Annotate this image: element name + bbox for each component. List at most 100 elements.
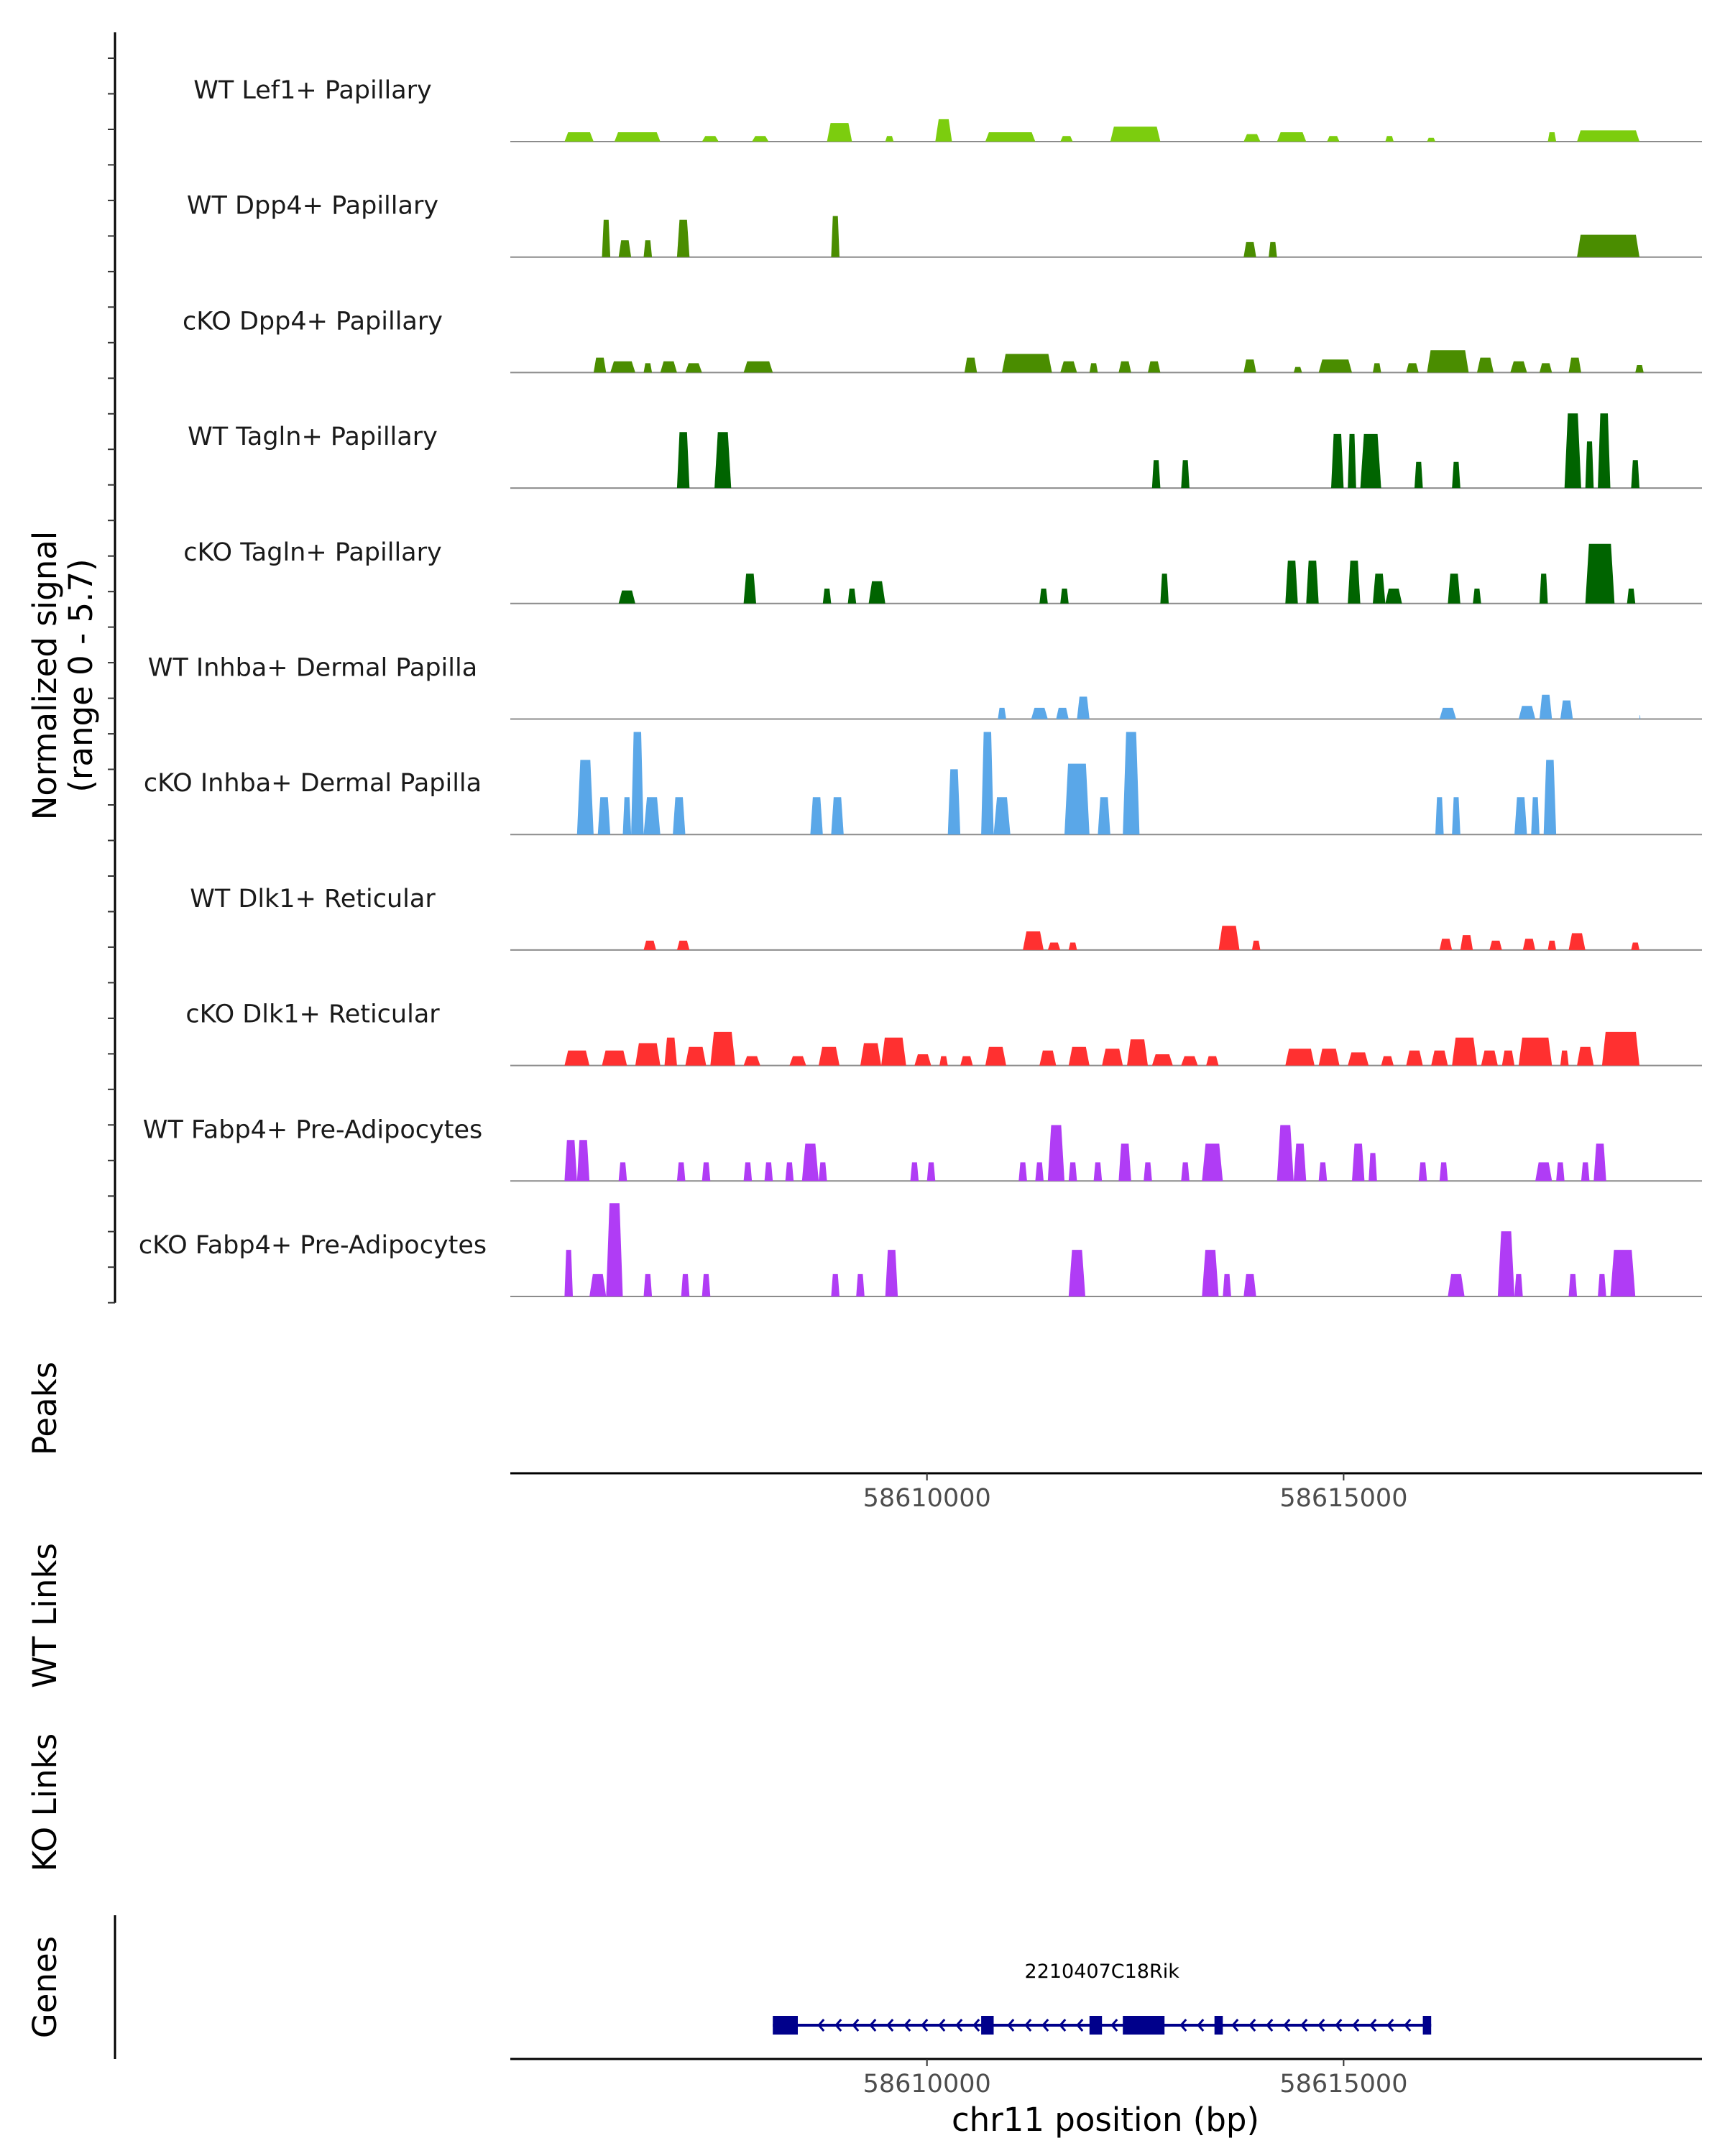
coverage-peak bbox=[1144, 1162, 1152, 1181]
coverage-peak bbox=[998, 707, 1006, 719]
coverage-peak bbox=[1047, 1125, 1064, 1181]
coverage-peak bbox=[819, 1046, 840, 1066]
coverage-peak bbox=[576, 760, 594, 835]
coverage-peak bbox=[819, 1162, 827, 1181]
coverage-peak bbox=[1181, 460, 1190, 489]
coverage-peak bbox=[1360, 433, 1381, 489]
coverage-peak bbox=[1539, 363, 1552, 373]
coverage-peak bbox=[1148, 361, 1161, 373]
genes-panel: 2210407C18Rik 58610000 58615000 bbox=[114, 1915, 1702, 2099]
coverage-peak bbox=[622, 797, 632, 835]
strand-arrow bbox=[1404, 2019, 1412, 2032]
coverage-track: cKO Tagln+ Papillary bbox=[183, 538, 1702, 604]
coverage-peak bbox=[602, 219, 611, 257]
coverage-peak bbox=[981, 732, 994, 835]
coverage-peak bbox=[964, 357, 978, 373]
coverage-peak bbox=[564, 132, 594, 142]
coverage-peak bbox=[1160, 573, 1169, 604]
coverage-peak bbox=[1585, 543, 1615, 604]
coverage-peak bbox=[1068, 1162, 1077, 1181]
strand-arrow bbox=[1386, 2019, 1394, 2032]
coverage-peak bbox=[885, 1250, 898, 1296]
coverage-peak bbox=[1039, 1050, 1057, 1066]
track-label: cKO Dlk1+ Reticular bbox=[185, 1000, 440, 1029]
strand-arrow bbox=[955, 2019, 963, 2032]
coverage-peak bbox=[1577, 1046, 1594, 1066]
coverage-peak bbox=[960, 1056, 973, 1066]
coverage-peak bbox=[1598, 413, 1611, 489]
ko-links-title: KO Links bbox=[26, 1733, 64, 1871]
coverage-peak bbox=[801, 1143, 819, 1181]
genes-title: Genes bbox=[26, 1936, 64, 2038]
coverage-track: WT Tagln+ Papillary bbox=[188, 413, 1702, 489]
coverage-peak bbox=[1002, 354, 1052, 373]
peaks-title: Peaks bbox=[26, 1362, 64, 1455]
coverage-peak bbox=[1306, 561, 1319, 604]
coverage-peak bbox=[985, 1046, 1006, 1066]
coverage-peak bbox=[1501, 1050, 1515, 1066]
track-label: WT Lef1+ Papillary bbox=[193, 76, 432, 105]
coverage-peak bbox=[1373, 363, 1381, 373]
coverage-track: cKO Inhba+ Dermal Papilla bbox=[144, 732, 1702, 836]
y-axis-subtitle: (range 0 - 5.7) bbox=[62, 558, 100, 792]
coverage-peak bbox=[1439, 1162, 1448, 1181]
coverage-peak bbox=[935, 119, 952, 142]
coverage-peak bbox=[926, 1162, 936, 1181]
coverage-peak bbox=[1223, 1273, 1231, 1296]
coverage-peak bbox=[1348, 561, 1361, 604]
coverage-peak bbox=[1064, 763, 1090, 835]
strand-arrow bbox=[1197, 2019, 1205, 2032]
coverage-peak bbox=[743, 573, 756, 604]
coverage-peak bbox=[810, 797, 823, 835]
coverage-peak bbox=[685, 363, 702, 373]
coverage-peak bbox=[1539, 573, 1548, 604]
coverage-peak bbox=[743, 361, 773, 373]
strand-arrow bbox=[1283, 2019, 1291, 2032]
coverage-peak bbox=[847, 589, 857, 604]
coverage-tracks: WT Lef1+ Papillary WT Dpp4+ Papillary cKO … bbox=[108, 32, 1702, 1304]
gene-exon bbox=[1422, 2016, 1432, 2035]
gene-models: 2210407C18Rik bbox=[773, 1961, 1432, 2035]
coverage-peak bbox=[1060, 361, 1077, 373]
strand-arrow bbox=[1266, 2019, 1274, 2032]
coverage-peak bbox=[764, 1162, 773, 1181]
coverage-peak bbox=[1123, 732, 1140, 835]
track-label: WT Tagln+ Papillary bbox=[188, 423, 438, 451]
coverage-peak bbox=[1418, 1162, 1427, 1181]
coverage-peak bbox=[1543, 760, 1557, 835]
coverage-peak bbox=[1202, 1143, 1223, 1181]
coverage-peak bbox=[1373, 573, 1386, 604]
coverage-peak bbox=[1118, 361, 1131, 373]
coverage-peak bbox=[1406, 1050, 1423, 1066]
coverage-peak bbox=[1385, 589, 1402, 604]
coverage-peak bbox=[910, 1162, 919, 1181]
strand-arrow bbox=[1317, 2019, 1325, 2032]
track-label: cKO Fabp4+ Pre-Adipocytes bbox=[139, 1231, 487, 1260]
coverage-peak bbox=[1448, 573, 1460, 604]
coverage-peak bbox=[1060, 589, 1069, 604]
coverage-peak bbox=[681, 1273, 690, 1296]
coverage-peak bbox=[1285, 561, 1298, 604]
coverage-peak bbox=[1206, 1056, 1219, 1066]
coverage-peak bbox=[1531, 797, 1540, 835]
coverage-peak bbox=[1568, 933, 1586, 950]
x-axis-title: chr11 position (bp) bbox=[952, 2101, 1259, 2139]
strand-arrow bbox=[886, 2019, 894, 2032]
coverage-peak bbox=[660, 361, 677, 373]
coverage-peak bbox=[635, 1043, 661, 1066]
coverage-peak bbox=[1598, 1273, 1606, 1296]
coverage-peak bbox=[1031, 707, 1048, 719]
genes-x-tick-label: 58610000 bbox=[863, 2070, 991, 2099]
coverage-peak bbox=[831, 1273, 840, 1296]
coverage-peak bbox=[827, 123, 852, 142]
coverage-peak bbox=[676, 219, 690, 257]
coverage-peak bbox=[1035, 1162, 1044, 1181]
coverage-peak bbox=[1514, 1273, 1523, 1296]
coverage-peak bbox=[831, 216, 840, 257]
coverage-peak bbox=[1047, 942, 1061, 950]
coverage-peak bbox=[1631, 460, 1639, 489]
track-label: WT Dlk1+ Reticular bbox=[190, 885, 436, 913]
peaks-x-axis: 58610000 58615000 bbox=[510, 1472, 1702, 1513]
coverage-peak bbox=[1627, 589, 1636, 604]
